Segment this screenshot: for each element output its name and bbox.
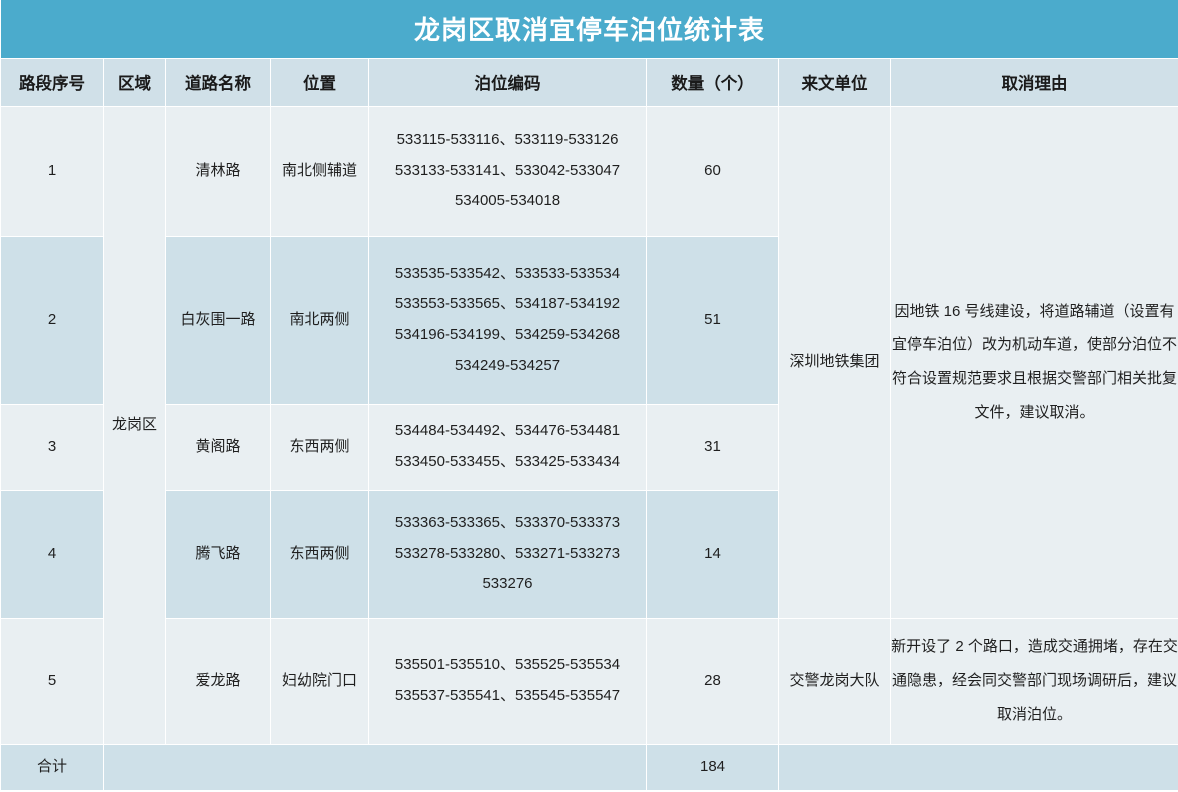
cell-road: 黄阁路 <box>165 403 271 491</box>
cell-count: 14 <box>646 489 779 619</box>
cell-road: 白灰围一路 <box>165 235 271 405</box>
cell-position: 南北两侧 <box>270 235 369 405</box>
column-header-road: 道路名称 <box>165 57 271 107</box>
table-row: 1 龙岗区 清林路 南北侧辅道 533115-533116、533119-533… <box>0 105 1178 745</box>
cell-reason: 新开设了 2 个路口，造成交通拥堵，存在交通隐患，经会同交警部门现场调研后，建议… <box>889 617 1178 745</box>
column-header-codes: 泊位编码 <box>368 57 647 107</box>
column-header-unit: 来文单位 <box>778 57 891 107</box>
cell-road: 爱龙路 <box>165 617 271 745</box>
cell-codes: 534484-534492、534476-534481 533450-53345… <box>368 403 647 491</box>
cell-count: 28 <box>646 617 779 745</box>
cell-region: 龙岗区 <box>103 105 166 745</box>
cell-codes: 533363-533365、533370-533373 533278-53328… <box>368 489 647 619</box>
title-row: 龙岗区取消宜停车泊位统计表 <box>0 0 1178 58</box>
cell-codes: 533535-533542、533533-533534 533553-53356… <box>368 235 647 405</box>
column-header-region: 区域 <box>103 57 166 107</box>
cell-seq: 5 <box>0 617 104 745</box>
column-header-count: 数量（个） <box>646 57 779 107</box>
column-header-position: 位置 <box>270 57 369 107</box>
table-row: 5 爱龙路 妇幼院门口 535501-535510、535525-535534 … <box>0 617 1178 745</box>
cell-count: 60 <box>646 105 779 237</box>
total-label: 合计 <box>0 743 104 791</box>
cell-codes: 535501-535510、535525-535534 535537-53554… <box>368 617 647 745</box>
cell-reason: 因地铁 16 号线建设，将道路辅道（设置有宜停车泊位）改为机动车道，使部分泊位不… <box>889 105 1178 619</box>
table-row: 3 黄阁路 东西两侧 534484-534492、534476-534481 5… <box>0 403 1178 491</box>
cell-count: 31 <box>646 403 779 491</box>
column-header-row: 路段序号 区域 道路名称 位置 泊位编码 数量（个） 来文单位 取消理由 <box>0 57 1178 107</box>
cell-seq: 4 <box>0 489 104 619</box>
cell-codes: 533115-533116、533119-533126 533133-53314… <box>368 105 647 237</box>
cell-seq: 2 <box>0 235 104 405</box>
cell-seq: 1 <box>0 105 104 237</box>
cell-count: 51 <box>646 235 779 405</box>
total-spacer-right <box>777 743 1178 791</box>
cell-unit: 交警龙岗大队 <box>778 617 891 745</box>
page-title: 龙岗区取消宜停车泊位统计表 <box>0 0 1178 58</box>
table-row: 2 白灰围一路 南北两侧 533535-533542、533533-533534… <box>0 235 1178 405</box>
cell-position: 东西两侧 <box>270 489 369 619</box>
cell-position: 南北侧辅道 <box>270 105 369 237</box>
total-spacer-left <box>103 743 647 791</box>
cell-position: 妇幼院门口 <box>270 617 369 745</box>
column-header-seq: 路段序号 <box>0 57 104 107</box>
total-row: 合计 184 <box>0 743 1178 791</box>
cell-position: 东西两侧 <box>270 403 369 491</box>
table-row: 4 腾飞路 东西两侧 533363-533365、533370-533373 5… <box>0 489 1178 619</box>
total-count: 184 <box>646 743 779 791</box>
column-header-reason: 取消理由 <box>889 57 1178 107</box>
cell-unit: 深圳地铁集团 <box>778 105 891 619</box>
cell-road: 清林路 <box>165 105 271 237</box>
cell-seq: 3 <box>0 403 104 491</box>
cell-road: 腾飞路 <box>165 489 271 619</box>
